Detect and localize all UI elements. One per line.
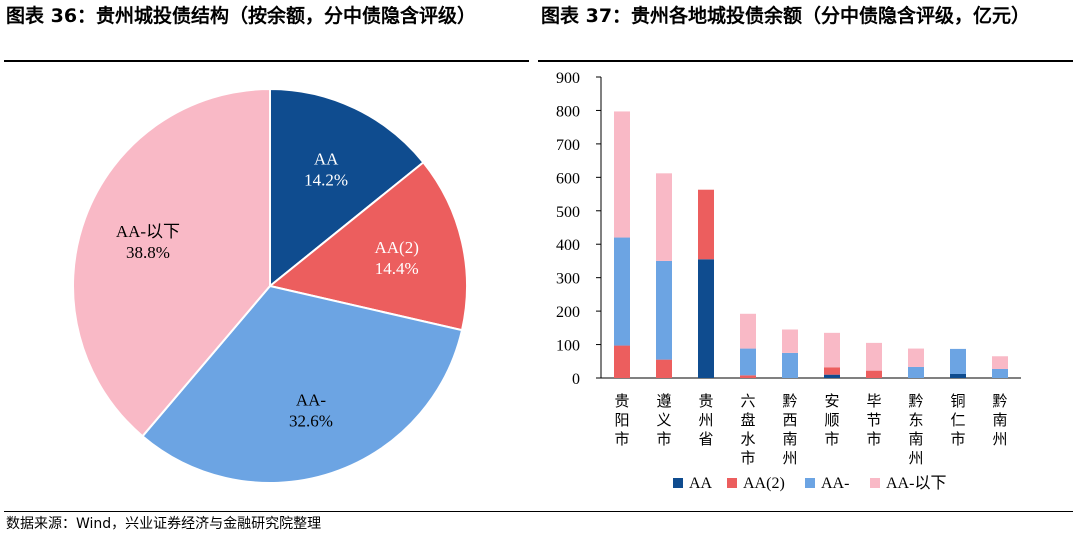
bar-segment-AA- bbox=[614, 237, 630, 346]
bar-segment-AA(2) bbox=[740, 375, 756, 378]
right-chart-title: 图表 37：贵州各地城投债余额（分中债隐含评级，亿元） bbox=[541, 5, 1031, 27]
bar-segment-AA- bbox=[656, 260, 672, 360]
pie-value-AA-: 32.6% bbox=[289, 411, 333, 430]
x-tick-label-char: 顺 bbox=[824, 411, 839, 429]
bar-segment-AA- bbox=[992, 368, 1008, 378]
bar-segment-AA bbox=[824, 374, 840, 378]
x-tick-label-char: 贵 bbox=[698, 392, 713, 410]
pie-value-AA: 14.2% bbox=[304, 171, 348, 190]
x-tick-label-char: 盘 bbox=[740, 411, 755, 429]
bar-segment-AA bbox=[950, 373, 966, 378]
bar-segment-AA-以下 bbox=[824, 332, 840, 368]
x-tick-label-char: 州 bbox=[698, 411, 713, 429]
x-tick-label-char: 安 bbox=[824, 392, 839, 410]
pie-label-AA(2): AA(2) bbox=[375, 238, 419, 257]
bar-segment-AA- bbox=[908, 366, 924, 378]
x-tick-label-char: 市 bbox=[950, 430, 965, 448]
y-tick-label: 700 bbox=[556, 137, 580, 154]
bar-segment-AA(2) bbox=[824, 367, 840, 375]
legend-swatch-AA-以下 bbox=[870, 478, 880, 488]
bar-segment-AA bbox=[698, 259, 714, 378]
x-tick-label-char: 西 bbox=[782, 411, 797, 429]
x-tick-label-char: 贵 bbox=[614, 392, 629, 410]
bar-segment-AA-以下 bbox=[656, 173, 672, 261]
bar-segment-AA-以下 bbox=[614, 111, 630, 238]
pie-slice-AA bbox=[269, 87, 425, 289]
pie-slice-AA- bbox=[141, 284, 464, 484]
x-tick-label-char: 省 bbox=[698, 430, 713, 448]
bar-segment-AA-以下 bbox=[866, 342, 882, 371]
x-tick-label-char: 东 bbox=[908, 411, 923, 429]
x-tick-label-char: 水 bbox=[740, 430, 755, 448]
x-tick-label-char: 毕 bbox=[866, 392, 881, 410]
x-tick-label-char: 州 bbox=[992, 430, 1007, 448]
bar-segment-AA(2) bbox=[698, 189, 714, 260]
x-tick-label-char: 州 bbox=[782, 449, 797, 467]
x-tick-label-char: 黔 bbox=[782, 392, 797, 410]
pie-slice-AA(2) bbox=[267, 160, 468, 332]
left-chart-title: 图表 36：贵州城投债结构（按余额，分中债隐含评级） bbox=[6, 5, 477, 27]
pie-slice-AA-以下 bbox=[72, 87, 271, 438]
x-tick-label-char: 黔 bbox=[992, 392, 1007, 410]
pie-label-AA-以下: AA-以下 bbox=[116, 222, 180, 241]
x-tick-label-char: 遵 bbox=[656, 392, 671, 410]
legend-label-AA-: AA- bbox=[821, 475, 849, 492]
bar-segment-AA(2) bbox=[656, 359, 672, 378]
legend-label-AA(2): AA(2) bbox=[743, 475, 785, 492]
y-tick-label: 500 bbox=[556, 204, 580, 221]
x-tick-label-char: 市 bbox=[866, 430, 881, 448]
x-tick-label-char: 节 bbox=[866, 411, 881, 429]
stacked-bar-chart: 0100200300400500600700800900贵阳市遵义市贵州省六盘水… bbox=[556, 70, 1021, 492]
x-tick-label-char: 州 bbox=[908, 449, 923, 467]
y-tick-label: 800 bbox=[556, 103, 580, 120]
bar-segment-AA(2) bbox=[614, 345, 630, 378]
legend-swatch-AA bbox=[673, 478, 683, 488]
y-tick-label: 200 bbox=[556, 304, 580, 321]
legend-swatch-AA- bbox=[805, 478, 815, 488]
x-tick-label-char: 市 bbox=[656, 430, 671, 448]
x-tick-label-char: 六 bbox=[740, 392, 755, 410]
x-tick-label-char: 铜 bbox=[950, 392, 965, 410]
bar-segment-AA- bbox=[782, 352, 798, 378]
y-tick-label: 0 bbox=[572, 371, 580, 388]
legend-label-AA-以下: AA-以下 bbox=[886, 475, 946, 492]
legend-swatch-AA(2) bbox=[727, 478, 737, 488]
bar-segment-AA- bbox=[950, 348, 966, 374]
x-tick-label-char: 南 bbox=[992, 411, 1007, 429]
bar-segment-AA-以下 bbox=[782, 329, 798, 353]
pie-label-AA-: AA- bbox=[296, 390, 327, 409]
x-tick-label-char: 市 bbox=[740, 449, 755, 467]
x-tick-label-char: 仁 bbox=[950, 411, 965, 429]
pie-value-AA(2): 14.4% bbox=[375, 259, 419, 278]
x-tick-label-char: 黔 bbox=[908, 392, 923, 410]
left-title-rule bbox=[4, 60, 529, 62]
y-tick-label: 600 bbox=[556, 170, 580, 187]
y-tick-label: 400 bbox=[556, 237, 580, 254]
bar-segment-AA-以下 bbox=[740, 313, 756, 349]
legend-label-AA: AA bbox=[689, 475, 713, 492]
y-tick-label: 100 bbox=[556, 338, 580, 355]
bar-segment-AA-以下 bbox=[992, 356, 1008, 369]
right-title-rule bbox=[538, 60, 1073, 62]
bar-segment-AA(2) bbox=[866, 370, 882, 378]
x-tick-label-char: 市 bbox=[824, 430, 839, 448]
y-tick-label: 300 bbox=[556, 271, 580, 288]
y-tick-label: 900 bbox=[556, 70, 580, 87]
x-tick-label-char: 市 bbox=[614, 430, 629, 448]
x-tick-label-char: 义 bbox=[656, 411, 671, 429]
x-tick-label-char: 南 bbox=[908, 430, 923, 448]
pie-chart: AA 14.2% AA(2) 14.4% AA- 32.6% AA-以下 38.8% bbox=[72, 87, 468, 484]
source-note: 数据来源：Wind，兴业证券经济与金融研究院整理 bbox=[6, 516, 322, 532]
bar-segment-AA-以下 bbox=[908, 348, 924, 367]
bar-segment-AA- bbox=[740, 348, 756, 376]
x-tick-label-char: 阳 bbox=[614, 411, 629, 429]
x-tick-label-char: 南 bbox=[782, 430, 797, 448]
source-rule bbox=[4, 511, 1073, 512]
pie-value-AA-以下: 38.8% bbox=[126, 243, 170, 262]
pie-label-AA: AA bbox=[314, 150, 339, 169]
